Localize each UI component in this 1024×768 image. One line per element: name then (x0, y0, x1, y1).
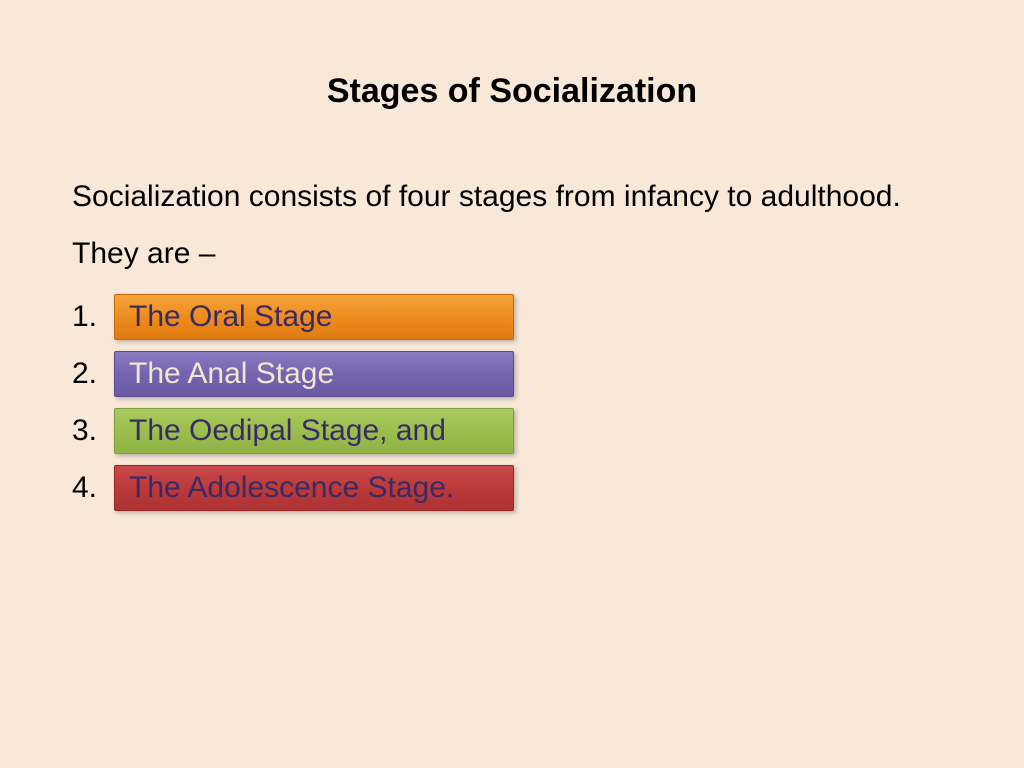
stage-label: The Oedipal Stage, and (129, 414, 446, 448)
stage-bar-anal: The Anal Stage (114, 351, 514, 397)
stage-label: The Oral Stage (129, 300, 332, 334)
stage-bar-oral: The Oral Stage (114, 294, 514, 340)
stage-bar-adolescence: The Adolescence Stage. (114, 465, 514, 511)
item-number: 3. (72, 414, 114, 448)
slide-title: Stages of Socialization (0, 72, 1024, 111)
list-item: 4. The Adolescence Stage. (72, 459, 514, 516)
list-item: 3. The Oedipal Stage, and (72, 402, 514, 459)
list-item: 1. The Oral Stage (72, 288, 514, 345)
stages-list: 1. The Oral Stage 2. The Anal Stage 3. T… (72, 288, 514, 516)
stage-label: The Anal Stage (129, 357, 334, 391)
intro-text: Socialization consists of four stages fr… (72, 168, 952, 282)
stage-bar-oedipal: The Oedipal Stage, and (114, 408, 514, 454)
item-number: 2. (72, 357, 114, 391)
item-number: 1. (72, 300, 114, 334)
item-number: 4. (72, 471, 114, 505)
list-item: 2. The Anal Stage (72, 345, 514, 402)
stage-label: The Adolescence Stage. (129, 471, 454, 505)
